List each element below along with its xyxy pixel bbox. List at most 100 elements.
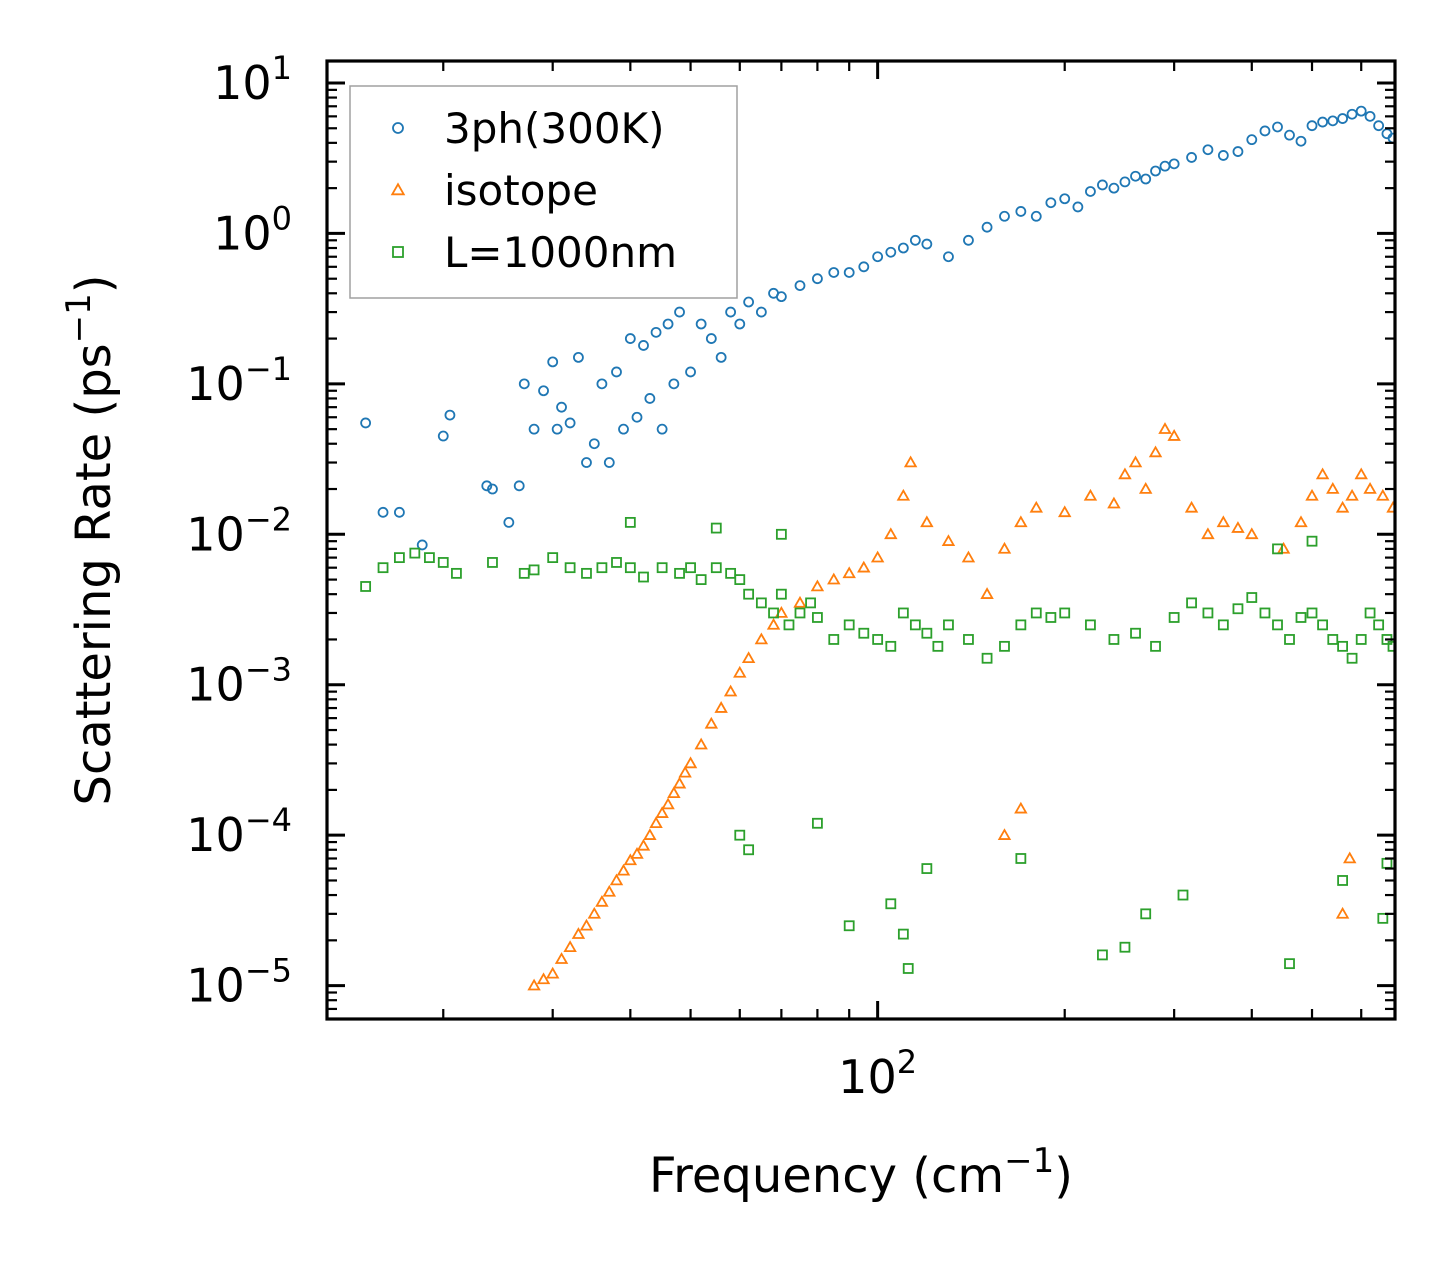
data-point	[547, 356, 559, 368]
data-point	[624, 516, 636, 528]
data-point	[897, 928, 909, 940]
data-point	[902, 963, 914, 974]
data-point	[1337, 640, 1348, 652]
data-point	[1057, 505, 1072, 518]
data-point	[662, 318, 674, 330]
data-point	[961, 550, 976, 563]
data-point	[897, 242, 909, 254]
data-point	[1083, 488, 1098, 501]
data-point	[1354, 467, 1368, 480]
legend-marker	[390, 182, 406, 196]
data-point	[1246, 134, 1258, 146]
data-point	[424, 552, 435, 564]
data-point	[563, 940, 577, 953]
legend-box	[349, 85, 738, 299]
data-point	[518, 378, 530, 390]
data-point	[999, 640, 1010, 652]
data-point	[579, 918, 594, 931]
data-point	[1150, 640, 1161, 652]
data-point	[775, 588, 787, 600]
data-point	[1128, 455, 1143, 468]
data-point	[710, 522, 722, 534]
data-point	[885, 898, 897, 910]
data-point	[394, 552, 405, 564]
data-point	[581, 567, 592, 579]
data-point	[528, 423, 540, 435]
data-point	[768, 607, 779, 619]
data-point	[1184, 500, 1199, 513]
data-point	[674, 567, 685, 579]
data-point	[941, 534, 956, 546]
data-point	[1202, 607, 1214, 619]
data-point	[487, 483, 498, 495]
data-point	[503, 516, 515, 528]
data-point	[1045, 612, 1057, 623]
data-point	[667, 786, 681, 799]
data-point	[1306, 120, 1318, 132]
data-point	[1317, 619, 1328, 631]
data-point	[656, 423, 668, 435]
data-point	[1363, 482, 1377, 494]
data-point	[1177, 889, 1189, 901]
data-point	[1108, 182, 1120, 194]
data-point	[896, 488, 911, 501]
legend-item-triangle: isotope	[390, 166, 598, 215]
y-tick-label: 10−5	[186, 952, 292, 1013]
data-point	[1138, 482, 1153, 494]
data-point	[1364, 607, 1376, 619]
data-point	[1059, 607, 1071, 619]
data-point	[1294, 515, 1308, 528]
data-point	[812, 817, 823, 829]
data-point	[828, 267, 840, 278]
data-point	[596, 562, 608, 574]
data-point	[644, 393, 656, 404]
data-point	[1232, 603, 1244, 615]
data-point	[1345, 488, 1359, 501]
legend-marker	[392, 246, 404, 258]
data-point	[843, 619, 855, 631]
data-point	[1186, 597, 1197, 609]
data-point	[1246, 592, 1258, 603]
data-point	[1107, 496, 1121, 509]
data-point	[595, 894, 609, 907]
data-point	[1118, 467, 1132, 480]
data-point	[360, 417, 372, 429]
data-point	[1148, 445, 1163, 458]
data-point	[1272, 543, 1283, 555]
data-point	[981, 652, 993, 664]
data-point	[573, 351, 584, 363]
data-point	[755, 306, 767, 318]
data-point	[624, 562, 636, 574]
data-point	[1315, 467, 1330, 480]
data-point	[754, 632, 769, 645]
data-point	[1167, 429, 1181, 441]
data-point	[857, 560, 871, 573]
data-point	[897, 607, 909, 619]
data-point	[587, 906, 602, 919]
data-point	[547, 552, 559, 564]
data-point	[827, 572, 841, 585]
data-point	[885, 246, 897, 258]
data-point	[733, 665, 747, 678]
data-point	[1216, 515, 1231, 528]
data-point	[636, 838, 651, 851]
data-point	[1335, 906, 1350, 919]
data-point	[793, 595, 807, 608]
data-point	[1015, 853, 1027, 864]
data-point	[655, 806, 669, 818]
y-tick-label: 10−3	[186, 651, 292, 712]
data-point	[1119, 941, 1131, 953]
data-point	[1376, 488, 1390, 501]
data-point	[794, 280, 806, 291]
data-point	[1015, 619, 1027, 631]
data-point	[1108, 634, 1120, 645]
data-point	[377, 506, 389, 518]
data-point	[1343, 851, 1357, 864]
data-point	[1201, 527, 1215, 540]
data-point	[661, 797, 675, 810]
data-point	[678, 765, 692, 778]
data-point	[828, 634, 840, 645]
data-point	[1327, 115, 1339, 127]
data-point	[1346, 652, 1358, 664]
data-point	[909, 619, 921, 631]
